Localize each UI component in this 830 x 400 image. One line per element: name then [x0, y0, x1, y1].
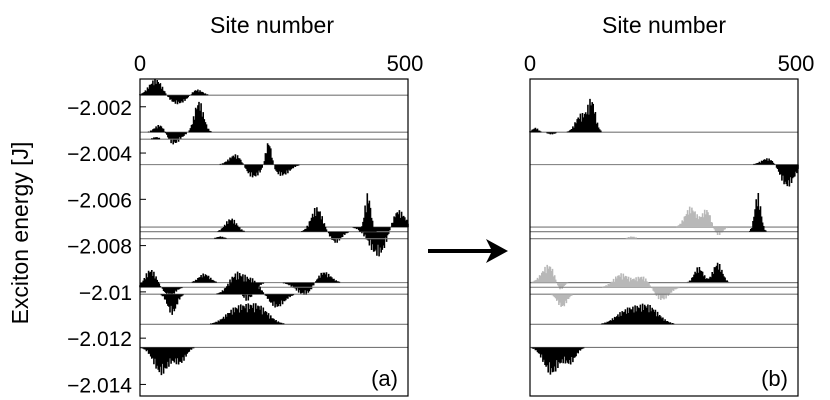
y-tick-label: −2.002: [67, 97, 132, 120]
exciton-wavefunction-series: [550, 294, 573, 307]
exciton-wavefunction-series: [160, 271, 295, 315]
exciton-wavefunction-series: [531, 264, 569, 290]
exciton-wavefunction-series: [686, 262, 730, 283]
arrow-icon: [428, 239, 508, 263]
exciton-wavefunction-series: [147, 101, 212, 145]
exciton-wavefunction-series: [625, 236, 637, 239]
panel-b-x-tick-0: 0: [524, 51, 536, 76]
panel-a: Site number 0 500 Exciton energy [J] −2.…: [7, 12, 423, 397]
exciton-wavefunction-series: [139, 78, 209, 105]
exciton-wavefunction-series: [151, 137, 161, 140]
exciton-wavefunction-series: [753, 158, 799, 187]
panel-a-y-ticks: −2.002 −2.004 −2.006 −2.008 −2.01 −2.012 −2.01…: [67, 97, 146, 397]
y-tick-label: −2.004: [67, 143, 132, 166]
exciton-wavefunction-series: [529, 98, 602, 135]
exciton-wavefunction-series: [676, 206, 728, 235]
panel-a-x-tick-500: 500: [387, 51, 424, 76]
panel-a-plot-area: [139, 78, 409, 376]
y-axis-label: Exciton energy [J]: [7, 142, 33, 325]
panel-b-x-tick-500: 500: [778, 51, 815, 76]
panel-a-x-axis-label: Site number: [210, 12, 334, 38]
exciton-wavefunction-series: [214, 236, 227, 239]
panel-a-x-tick-0: 0: [134, 51, 146, 76]
exciton-wavefunction-series: [601, 303, 675, 325]
exciton-wavefunction-series: [210, 303, 285, 325]
y-tick-label: −2.01: [79, 282, 132, 305]
panel-a-frame: [139, 78, 409, 397]
y-tick-label: −2.006: [67, 189, 132, 212]
panel-b-label: (b): [761, 366, 788, 391]
exciton-wavefunction-series: [531, 347, 585, 375]
panel-b: Site number 0 500 (b): [524, 12, 815, 397]
panel-b-x-axis-label: Site number: [602, 12, 726, 38]
exciton-wavefunction-series: [602, 273, 680, 300]
y-tick-label: −2.012: [67, 328, 132, 351]
exciton-wavefunction-series: [749, 193, 767, 232]
y-tick-label: −2.008: [67, 236, 132, 259]
exciton-wavefunction-series: [219, 143, 300, 178]
panel-a-label: (a): [371, 366, 398, 391]
y-tick-label: −2.014: [67, 374, 132, 397]
panel-b-frame: [529, 78, 799, 397]
panel-b-plot-area: [529, 98, 799, 375]
exciton-wavefunction-series: [352, 210, 409, 257]
exciton-wavefunction-series: [140, 347, 195, 376]
exciton-wavefunction-series: [217, 193, 377, 243]
exciton-wavefunction-series: [191, 272, 341, 301]
